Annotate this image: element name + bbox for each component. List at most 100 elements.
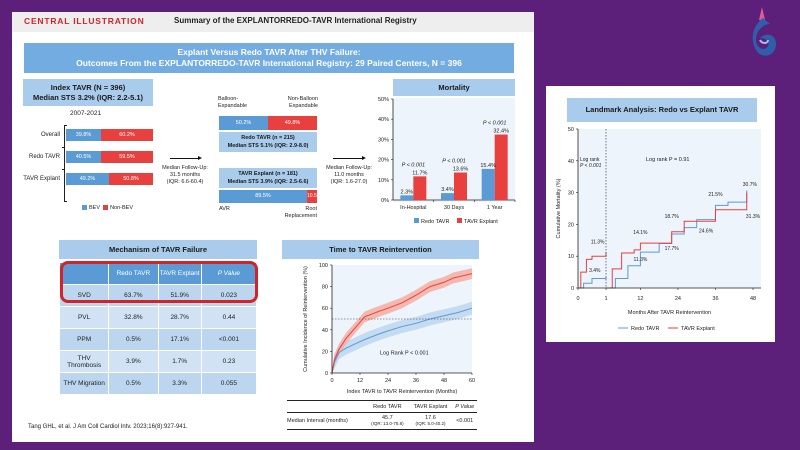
mechanism-cell: 1.7% <box>157 350 202 373</box>
mechanism-cell: 3.3% <box>157 372 202 395</box>
reintervention-chart: 0 20 40 60 80 100 0 12 24 36 48 60 Index TAVR to TAV… <box>303 263 475 395</box>
y-tick-label: 20 <box>568 222 574 228</box>
mechanism-cell: 32.8% <box>108 306 159 329</box>
data-label: 32.4% <box>493 129 509 135</box>
data-label: 11.3% <box>633 257 647 263</box>
y-tick-label: 0% <box>381 198 389 204</box>
y-tick-label: 30% <box>378 137 389 143</box>
median-interval-label: Median Interval (months) <box>287 412 367 430</box>
mechanism-row: THV Migration 0.5% 3.3% 0.055 <box>58 372 258 395</box>
x-tick-label: 0 <box>576 296 579 302</box>
bev-legend-label: BEV <box>89 205 101 211</box>
logo-icon <box>752 7 776 56</box>
explant-sts: Median STS 3.9% (IQR: 2.5-6.6) <box>227 179 309 185</box>
illustration-header: CENTRAL ILLUSTRATION Summary of the EXPL… <box>12 12 534 32</box>
citation: Tang GHL, et al. J Am Coll Cardiol Intv.… <box>28 424 188 430</box>
mechanism-cell: 0.5% <box>108 372 159 395</box>
index-tavr-years: 2007-2021 <box>70 110 102 117</box>
data-label: 2.3% <box>401 189 414 195</box>
summary-header: Redo TAVR <box>366 400 409 413</box>
mechanism-table: Redo TAVR TAVR Explant P Value SVD 63.7% 51.… <box>58 262 258 395</box>
redo-tavr-count: Redo TAVR (n = 215) <box>241 135 295 141</box>
logo <box>748 4 778 60</box>
avr-label: AVR <box>219 206 230 212</box>
mechanism-row: PVL 32.8% 28.7% 0.44 <box>58 306 258 329</box>
plot-background <box>578 129 761 288</box>
title-line1: Explant Versus Redo TAVR After THV Failu… <box>177 47 361 57</box>
legend-label-explant: TAVR Explant <box>464 219 498 225</box>
log-rank-late: Log rank P = 0.91 <box>646 157 689 163</box>
data-label: 11.7% <box>412 170 427 176</box>
row-label: Redo TAVR <box>28 154 60 160</box>
early-line-explant <box>578 252 607 289</box>
follow-up-left-iqr: (IQR: 6.6-60.4) <box>166 179 204 185</box>
main-title: Explant Versus Redo TAVR After THV Failu… <box>24 43 514 73</box>
row-label: TAVR Explant <box>23 176 60 182</box>
y-tick-label: 20 <box>322 349 328 355</box>
explant-iqr: (IQR: 5.0-40.2) <box>415 421 446 426</box>
x-tick-label: 48 <box>441 378 447 384</box>
bar-explant <box>494 134 508 200</box>
index-tavr-title: Index TAVR (N = 396) <box>50 83 126 92</box>
y-tick-label: 100 <box>319 263 328 269</box>
mechanism-cell: <0.001 <box>200 328 258 351</box>
follow-up-left-value: 31.5 months <box>169 172 201 178</box>
bar-explant <box>413 176 427 200</box>
mechanism-cell: 17.1% <box>157 328 202 351</box>
summary-header: P Value <box>452 400 477 413</box>
x-tick-label: 48 <box>750 296 756 302</box>
ci-band-redo <box>332 301 472 373</box>
redo-nonballoon-bar: 49.8% <box>268 116 317 130</box>
median-interval-table: Redo TAVR TAVR Explant P Value Median In… <box>287 400 477 430</box>
bar-explant <box>454 172 467 200</box>
arrow-head <box>198 156 202 160</box>
y-tick-label: 40% <box>378 117 389 123</box>
legend-label-redo: Redo TAVR <box>421 219 449 225</box>
explant-median: 17.6 <box>425 415 436 421</box>
mechanism-cell: 0.23 <box>200 350 258 373</box>
x-tick-label: 12 <box>637 296 643 302</box>
late-line-redo <box>606 190 748 289</box>
x-tick-label: 36 <box>413 378 419 384</box>
non-bev-bar: 60.2% <box>101 129 153 141</box>
non-balloon-expandable-label: Non-Balloon Expandable <box>287 96 318 109</box>
redo-tavr-sts: Median STS 5.1% (IQR: 2.9-8.0) <box>227 143 309 149</box>
follow-up-left-label: Median Follow-Up: <box>162 165 208 171</box>
follow-up-right-value: 11.0 months <box>334 172 364 178</box>
illustration-summary: Summary of the EXPLANTORREDO-TAVR Intern… <box>174 16 417 25</box>
line-explant <box>331 273 473 374</box>
svd-highlight <box>60 261 258 303</box>
redo-iqr: (IQR: 13.0-75.8) <box>371 421 404 426</box>
x-tick-label: In-Hospital <box>400 205 426 211</box>
follow-up-right-iqr: (IQR: 1.6-27.0) <box>330 179 368 185</box>
summary-header: TAVR Explant <box>408 400 453 413</box>
y-tick-label: 40 <box>322 328 328 334</box>
title-line2: Outcomes From the EXPLANTORREDO-TAVR Int… <box>76 58 462 68</box>
line-redo <box>331 307 473 374</box>
ci-band-explant <box>332 268 472 373</box>
data-label: 18.7% <box>665 214 680 220</box>
log-rank-early: Log rank <box>580 157 600 163</box>
mechanism-title: Mechanism of TAVR Failure <box>59 240 257 259</box>
y-tick-label: 40 <box>568 159 574 165</box>
follow-up-left: Median Follow-Up: 31.5 months (IQR: 6.6-… <box>152 165 218 186</box>
log-rank-early-p: P < 0.001 <box>580 163 602 169</box>
bev-legend-swatch <box>82 205 87 211</box>
x-tick-label: 30 Days <box>444 205 464 211</box>
mechanism-cell: 3.9% <box>108 350 159 373</box>
index-tavr-sts: Median STS 3.2% (IQR: 2.2-5.1) <box>32 93 144 102</box>
y-tick-label: 60 <box>322 306 328 312</box>
mortality-chart: 0% 10% 20% 30% 40% 50% In-Hospital 2.3% 11.7% P <… <box>378 97 516 225</box>
p-value-annotation: P < 0.001 <box>442 159 466 165</box>
non-bev-bar: 50.8% <box>109 173 153 185</box>
x-tick-label: 60 <box>469 378 475 384</box>
central-illustration-label: CENTRAL ILLUSTRATION <box>24 16 145 26</box>
arrow-left <box>170 158 200 159</box>
mechanism-cell: THV Thrombosis <box>58 350 110 373</box>
p-value-annotation: P < 0.001 <box>483 121 507 127</box>
x-tick-label: 1 <box>604 296 607 302</box>
x-tick-label: 24 <box>385 378 391 384</box>
y-axis-label: Cumulative Incidence of Reintervention (… <box>303 266 309 372</box>
y-tick-label: 50% <box>378 97 389 103</box>
mechanism-cell: PVL <box>58 306 110 329</box>
